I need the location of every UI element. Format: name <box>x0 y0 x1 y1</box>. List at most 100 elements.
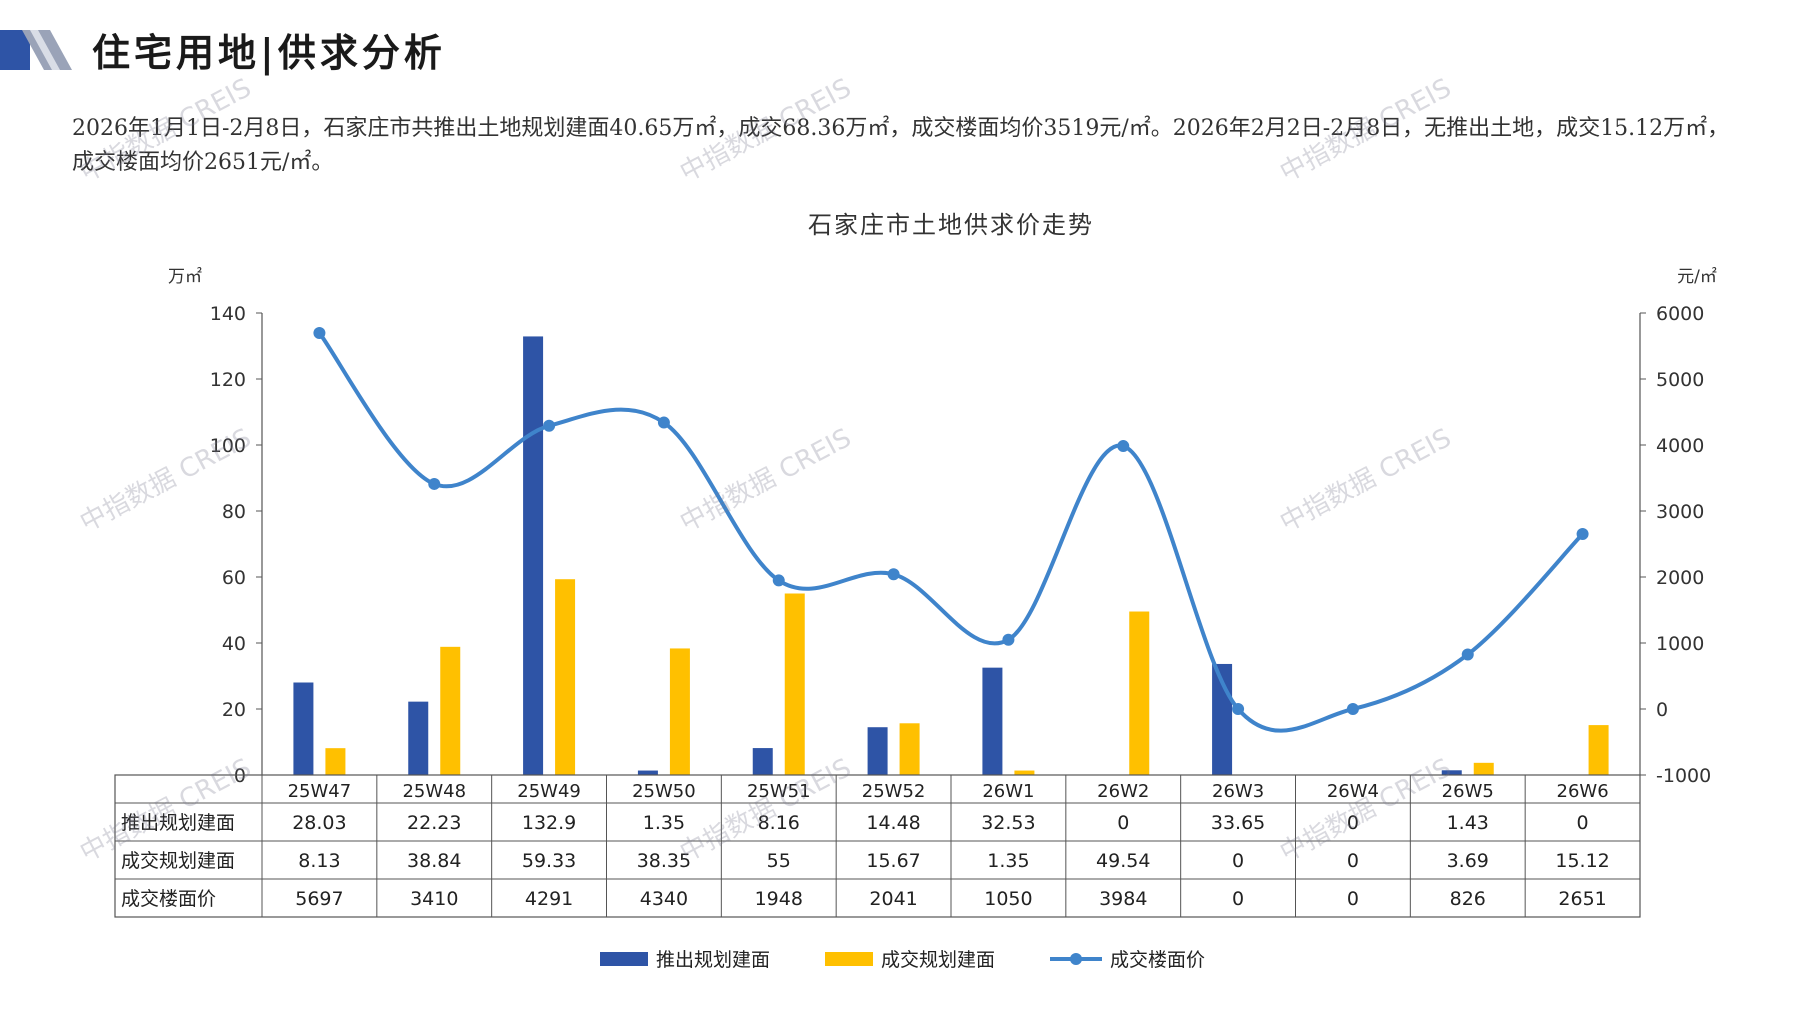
logo-mark <box>0 30 72 70</box>
table-cell: 8.13 <box>298 850 340 872</box>
price-point <box>1346 703 1359 715</box>
bar-supply <box>523 336 544 775</box>
header: 住宅用地|供求分析 <box>0 0 1797 110</box>
table-cell: 1050 <box>984 888 1032 910</box>
table-cell: 55 <box>767 850 791 872</box>
table-cell: 3984 <box>1099 888 1147 910</box>
x-tick-label: 26W2 <box>1097 781 1149 802</box>
table-cell: 132.9 <box>522 812 576 834</box>
y-tick-label-right: -1000 <box>1656 765 1711 787</box>
table-cell: 3.69 <box>1447 850 1489 872</box>
y-tick-label-right: 6000 <box>1656 303 1704 325</box>
table-cell: 33.65 <box>1211 812 1265 834</box>
legend-swatch-price-marker <box>1070 953 1082 965</box>
intro-paragraph: 2026年1月1日-2月8日，石家庄市共推出土地规划建面40.65万㎡，成交68… <box>72 116 1730 175</box>
y-tick-label-right: 1000 <box>1656 633 1704 655</box>
table-cell: 15.67 <box>866 850 920 872</box>
table-cell: 0 <box>1577 812 1589 834</box>
table-cell: 0 <box>1347 850 1359 872</box>
table-cell: 1948 <box>755 888 803 910</box>
table-cell: 1.35 <box>643 812 685 834</box>
table-cell: 0 <box>1232 888 1244 910</box>
table-cell: 0 <box>1347 888 1359 910</box>
bar-deal <box>1014 770 1035 775</box>
table-cell: 15.12 <box>1555 850 1609 872</box>
table-cell: 28.03 <box>292 812 346 834</box>
y-axis-right-unit: 元/㎡ <box>1677 267 1717 287</box>
x-tick-label: 25W48 <box>402 781 466 802</box>
table-cell: 1.35 <box>987 850 1029 872</box>
table-row-label: 推出规划建面 <box>121 812 235 834</box>
table-row-label: 成交规划建面 <box>121 850 235 872</box>
y-tick-label-right: 0 <box>1656 699 1668 721</box>
price-point <box>428 477 441 490</box>
bar-deal <box>669 648 690 775</box>
table-cell: 14.48 <box>866 812 920 834</box>
table-cell: 32.53 <box>981 812 1035 834</box>
bar-deal <box>1473 762 1494 775</box>
y-tick-label-left: 40 <box>222 633 246 655</box>
table-row-label: 成交楼面价 <box>121 888 216 910</box>
x-tick-label: 26W5 <box>1442 781 1494 802</box>
table-cell: 2041 <box>869 888 917 910</box>
table-cell: 1.43 <box>1447 812 1489 834</box>
y-tick-label-right: 3000 <box>1656 501 1704 523</box>
price-point <box>1232 703 1245 715</box>
table-cell: 4291 <box>525 888 573 910</box>
legend-swatch-supply <box>600 952 648 966</box>
y-axis-left-unit: 万㎡ <box>168 267 202 287</box>
table-cell: 38.84 <box>407 850 461 872</box>
bar-supply <box>867 727 888 775</box>
y-tick-label-right: 5000 <box>1656 369 1704 391</box>
table-cell: 59.33 <box>522 850 576 872</box>
y-tick-label-left: 20 <box>222 699 246 721</box>
x-tick-label: 26W6 <box>1557 781 1609 802</box>
bar-deal <box>440 646 461 775</box>
x-tick-label: 25W52 <box>862 781 926 802</box>
bar-deal <box>325 748 346 775</box>
table-cell: 38.35 <box>637 850 691 872</box>
x-tick-label: 26W3 <box>1212 781 1264 802</box>
legend-label-supply: 推出规划建面 <box>656 949 770 971</box>
x-tick-label: 25W51 <box>747 781 811 802</box>
y-tick-label-left: 140 <box>210 303 246 325</box>
bar-supply <box>982 667 1003 775</box>
price-point <box>1576 528 1589 541</box>
table-cell: 49.54 <box>1096 850 1150 872</box>
table-cell: 5697 <box>295 888 343 910</box>
bar-supply <box>1441 770 1462 775</box>
x-tick-label: 26W4 <box>1327 781 1379 802</box>
y-tick-label-left: 0 <box>234 765 246 787</box>
x-tick-label: 25W49 <box>517 781 581 802</box>
price-line <box>317 331 1585 733</box>
table-cell: 0 <box>1347 812 1359 834</box>
price-point <box>887 568 900 581</box>
x-tick-label: 25W50 <box>632 781 696 802</box>
table-cell: 3410 <box>410 888 458 910</box>
y-tick-label-left: 120 <box>210 369 246 391</box>
bar-deal <box>555 579 576 775</box>
table-cell: 22.23 <box>407 812 461 834</box>
price-point <box>657 416 670 429</box>
bar-supply <box>293 682 314 775</box>
price-point <box>1002 633 1015 646</box>
bar-deal <box>1588 725 1609 775</box>
y-tick-label-left: 80 <box>222 501 246 523</box>
bar-supply <box>752 748 773 775</box>
legend-swatch-deal <box>825 952 873 966</box>
table-cell: 8.16 <box>758 812 800 834</box>
table-cell: 0 <box>1117 812 1129 834</box>
bar-deal <box>784 593 805 775</box>
table-cell: 826 <box>1450 888 1486 910</box>
table-cell: 0 <box>1232 850 1244 872</box>
bar-deal <box>899 723 920 775</box>
page-title: 住宅用地|供求分析 <box>92 30 446 75</box>
x-tick-label: 25W47 <box>288 781 352 802</box>
bar-deal <box>1129 611 1150 775</box>
price-point <box>772 574 785 587</box>
bar-supply <box>408 701 429 775</box>
y-tick-label-right: 4000 <box>1656 435 1704 457</box>
y-tick-label-left: 60 <box>222 567 246 589</box>
chart-title: 石家庄市土地供求价走势 <box>808 211 1094 239</box>
